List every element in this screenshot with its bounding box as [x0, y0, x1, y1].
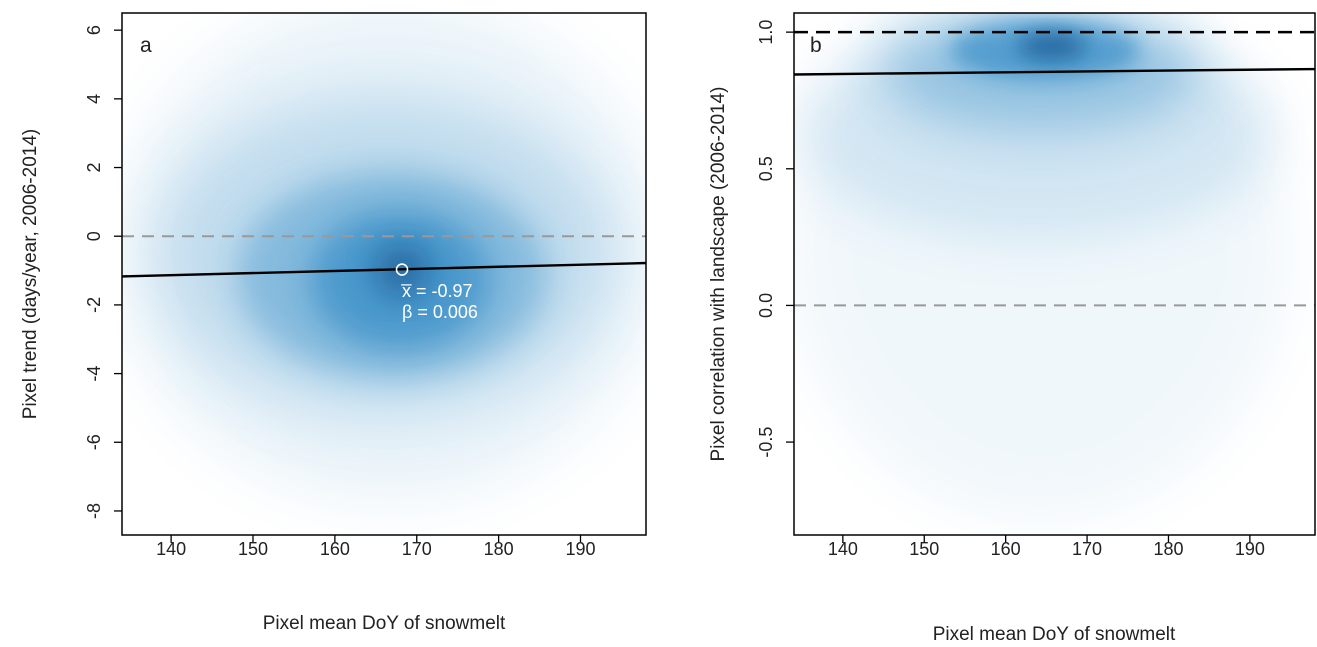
panel-a-y-tick-label: 4 [84, 94, 104, 104]
panel-a-y-tick-label: 2 [84, 163, 104, 173]
panel-a-y-tick-label: -2 [84, 297, 104, 313]
panel-a-x-tick-label: 160 [320, 539, 350, 559]
panel-b-x-tick-label: 190 [1235, 539, 1265, 559]
panel-a-x-axis-label: Pixel mean DoY of snowmelt [263, 613, 506, 634]
panel-b-y-tick-label: -0.5 [756, 427, 776, 458]
panel-a-y-tick-label: 6 [84, 25, 104, 35]
panel-b-y-tick-label: 0.0 [756, 293, 776, 318]
panel-b-x-tick-label: 180 [1153, 539, 1183, 559]
panel-a-beta-annotation: β = 0.006 [402, 302, 478, 322]
panel-b-y-tick-label: 0.5 [756, 156, 776, 181]
panel-a-y-axis-label: Pixel trend (days/year, 2006-2014) [20, 129, 41, 419]
panel-a-x-tick-label: 180 [484, 539, 514, 559]
panel-a-x-axis: 140 150 160 170 180 190 [156, 535, 596, 559]
panel-a-mean-annotation: x̅ = -0.97 [400, 281, 472, 301]
panel-a-x-tick-label: 140 [156, 539, 186, 559]
panel-a-frame [121, 12, 647, 536]
panel-b-x-axis-label: Pixel mean DoY of snowmelt [933, 624, 1176, 645]
panel-a: x̅ = -0.97 β = 0.006 a 140 150 160 170 180 19… [20, 12, 647, 634]
panel-b: b 140 150 160 170 180 190 -0.5 0.0 0.5 1.0 Pixel… [708, 12, 1316, 645]
panel-b-y-axis: -0.5 0.0 0.5 1.0 [756, 20, 794, 458]
panel-b-y-tick-label: 1.0 [756, 20, 776, 45]
panel-a-y-tick-label: 0 [84, 231, 104, 241]
panel-a-mean-marker [395, 263, 409, 276]
panel-b-letter: b [810, 34, 822, 57]
panel-b-x-tick-label: 160 [991, 539, 1021, 559]
panel-b-frame [793, 12, 1316, 536]
panel-a-y-tick-label: -6 [84, 434, 104, 450]
panel-a-trend-line [121, 261, 647, 278]
panel-a-y-axis: -8 -6 -4 -2 0 2 4 6 [84, 25, 122, 519]
panel-a-y-tick-label: -8 [84, 503, 104, 519]
panel-b-x-axis: 140 150 160 170 180 190 [828, 535, 1265, 559]
panel-a-x-tick-label: 150 [238, 539, 268, 559]
panel-a-y-tick-label: -4 [84, 366, 104, 382]
panel-b-x-tick-label: 140 [828, 539, 858, 559]
panel-b-x-tick-label: 170 [1072, 539, 1102, 559]
panel-a-density [122, 13, 646, 500]
panel-b-trend-line [793, 67, 1316, 76]
panel-b-y-axis-label: Pixel correlation with landscape (2006-2… [708, 87, 729, 462]
panel-a-x-tick-label: 190 [565, 539, 595, 559]
panel-a-letter: a [140, 34, 152, 57]
panel-b-density-core [1018, 32, 1086, 60]
panel-b-x-tick-label: 150 [909, 539, 939, 559]
panel-b-density [794, 13, 1290, 520]
panel-a-x-tick-label: 170 [402, 539, 432, 559]
